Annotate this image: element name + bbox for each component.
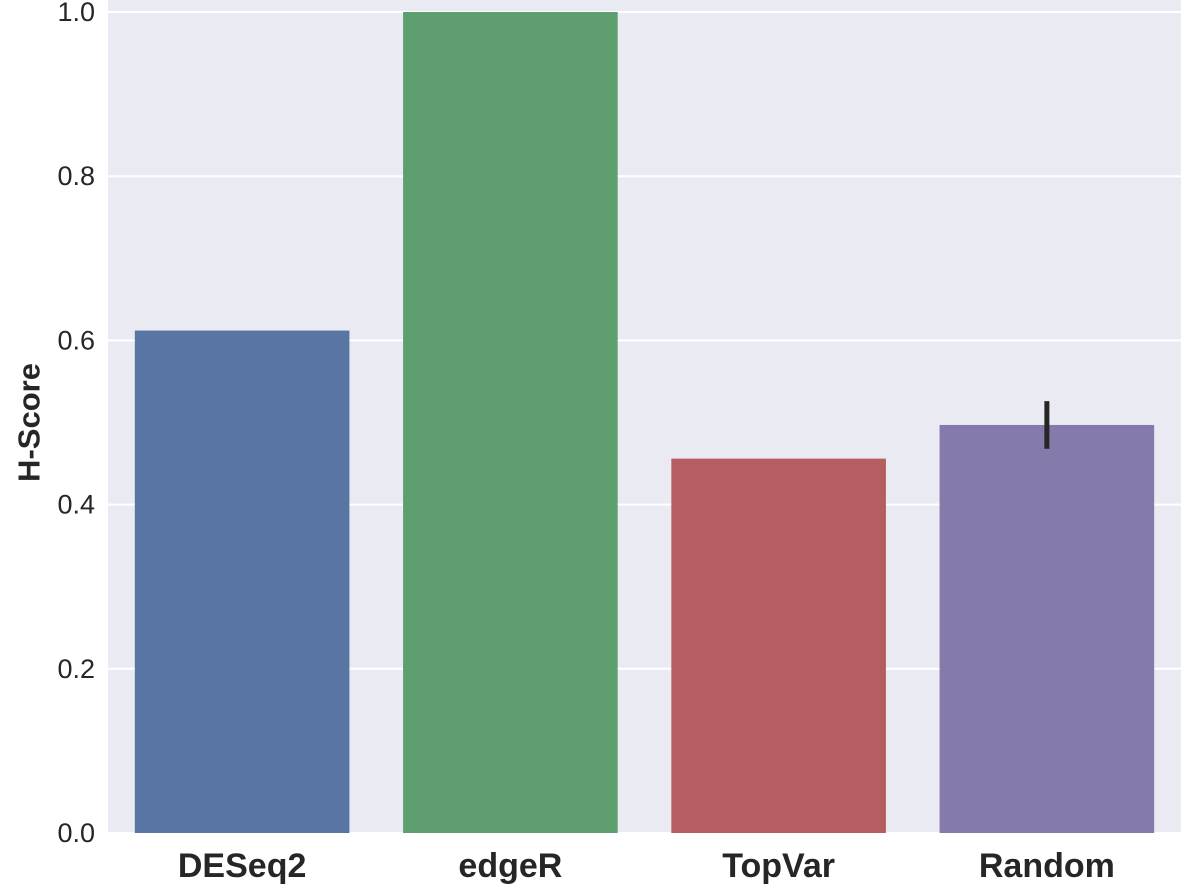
y-tick-label: 0.0 [57,818,95,848]
x-tick-label: edgeR [458,847,562,885]
bars [134,12,1155,833]
x-tick-label: Random [979,847,1115,885]
y-tick-label: 0.2 [57,654,95,684]
y-tick-labels: 0.0 0.2 0.4 0.6 0.8 1.0 [57,0,95,848]
y-tick-label: 0.6 [57,325,95,355]
y-tick-label: 0.4 [57,490,95,520]
bar-topvar [671,458,886,833]
y-tick-label: 1.0 [57,0,95,27]
bar-edger [403,12,618,833]
x-tick-label: TopVar [722,847,835,885]
x-tick-label: DESeq2 [178,847,307,885]
y-axis-title: H-Score [12,363,47,482]
bar-deseq2 [134,330,350,833]
x-tick-labels: DESeq2 edgeR TopVar Random [178,847,1115,885]
y-tick-label: 0.8 [57,161,95,191]
bar-random [939,424,1155,833]
